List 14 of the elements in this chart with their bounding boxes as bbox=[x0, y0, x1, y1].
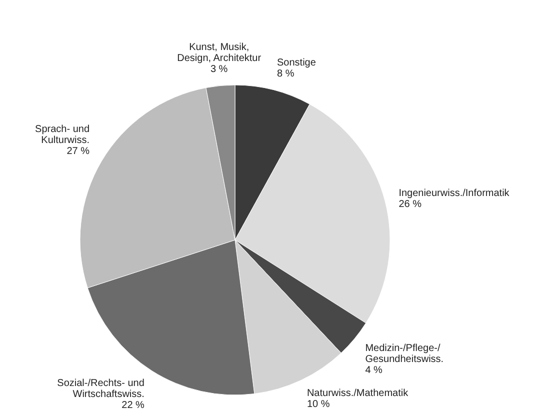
data-label: 27 % bbox=[66, 146, 90, 157]
data-label: 4 % bbox=[365, 365, 383, 376]
data-label: 10 % bbox=[306, 399, 330, 410]
slice-label: Sprach- und Kulturwiss. bbox=[35, 124, 90, 146]
slice-label: Naturwiss./Mathematik bbox=[306, 388, 410, 400]
slice-label: Medizin-/Pflege-/ Gesundheitswiss. bbox=[365, 343, 444, 366]
data-label: 8 % bbox=[277, 68, 294, 80]
data-label: 22 % bbox=[122, 400, 145, 411]
slice-label: Kunst, Musik, Design, Architektur bbox=[177, 42, 262, 64]
slice-label: Ingenieurwiss./Informatik bbox=[398, 188, 510, 199]
data-label: 26 % bbox=[398, 198, 422, 210]
slice-label: Sozial-/Rechts- und Wirtschaftswiss. bbox=[57, 378, 144, 400]
data-label: 3 % bbox=[210, 64, 228, 75]
slice-label: Sonstige bbox=[277, 57, 316, 68]
